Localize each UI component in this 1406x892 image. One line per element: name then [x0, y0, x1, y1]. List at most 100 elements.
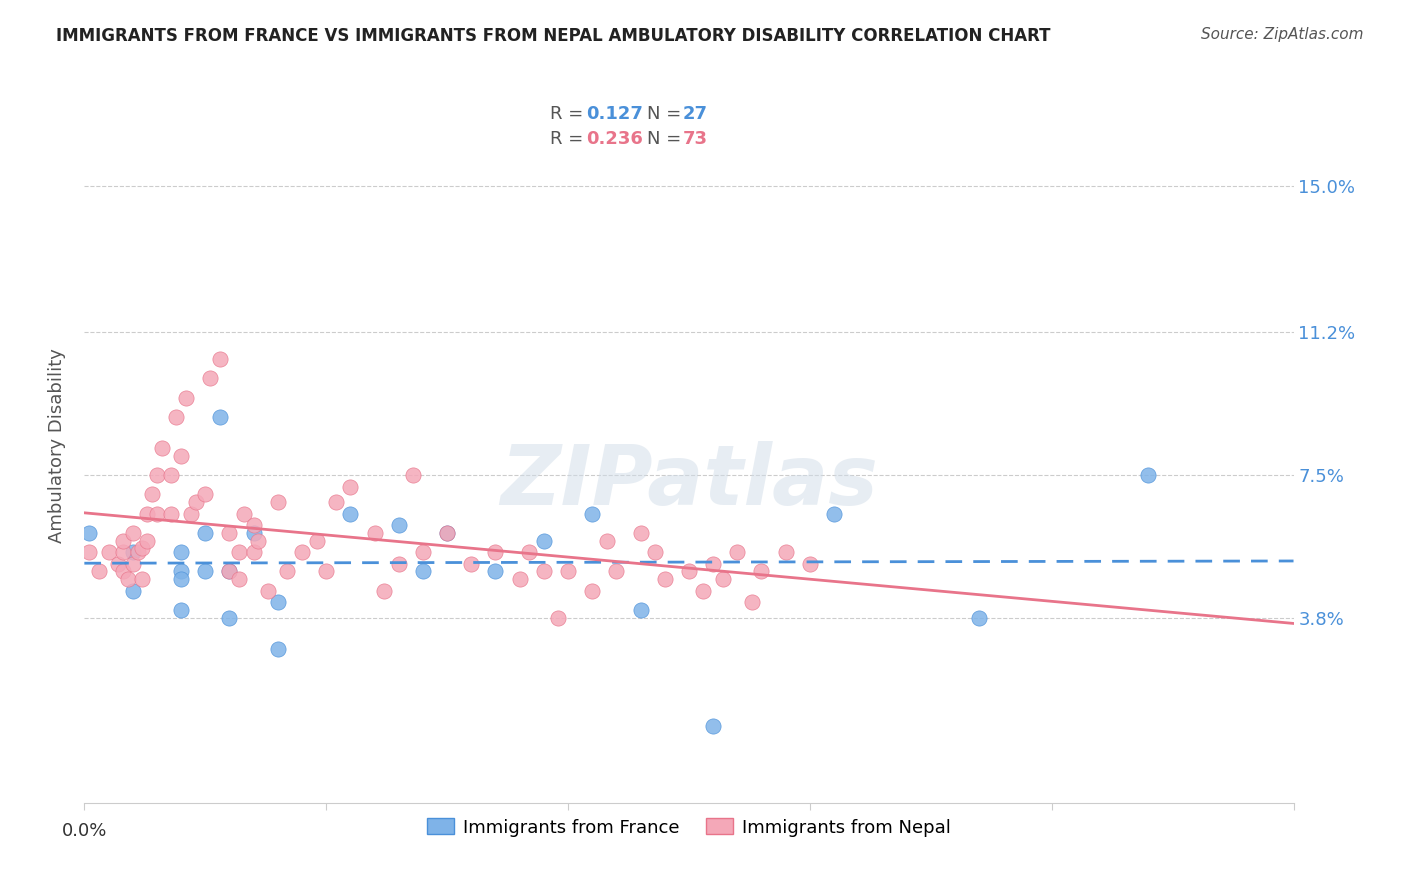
Point [630, 603, 652, 617]
Point [165, 410, 187, 425]
Point [305, 533, 328, 548]
Point [77, 525, 100, 540]
Point [131, 572, 153, 586]
Point [77, 545, 100, 559]
Point [509, 572, 531, 586]
Point [112, 565, 135, 579]
Point [174, 391, 197, 405]
Point [127, 545, 149, 559]
Point [630, 525, 652, 540]
Point [121, 557, 143, 571]
Point [412, 565, 434, 579]
Point [112, 545, 135, 559]
Point [121, 525, 143, 540]
Point [97, 545, 120, 559]
Point [702, 719, 724, 733]
Text: 0.236: 0.236 [586, 130, 643, 148]
Point [218, 525, 240, 540]
Text: 0.0%: 0.0% [62, 822, 107, 840]
Point [218, 565, 240, 579]
Point [557, 565, 579, 579]
Point [533, 565, 555, 579]
Point [460, 557, 482, 571]
Text: 73: 73 [683, 130, 707, 148]
Text: IMMIGRANTS FROM FRANCE VS IMMIGRANTS FROM NEPAL AMBULATORY DISABILITY CORRELATIO: IMMIGRANTS FROM FRANCE VS IMMIGRANTS FRO… [56, 27, 1050, 45]
Point [267, 495, 290, 509]
Point [605, 565, 627, 579]
Point [725, 545, 748, 559]
Point [170, 565, 193, 579]
Y-axis label: Ambulatory Disability: Ambulatory Disability [48, 349, 66, 543]
Point [325, 495, 347, 509]
Text: 0.127: 0.127 [586, 105, 643, 123]
Point [711, 572, 734, 586]
Point [315, 565, 337, 579]
Point [117, 572, 139, 586]
Point [121, 545, 143, 559]
Point [412, 545, 434, 559]
Point [257, 583, 280, 598]
Point [751, 565, 773, 579]
Point [823, 507, 845, 521]
Text: R =: R = [550, 105, 589, 123]
Point [596, 533, 619, 548]
Point [388, 518, 411, 533]
Point [373, 583, 395, 598]
Point [702, 557, 724, 571]
Point [267, 641, 290, 656]
Point [150, 441, 173, 455]
Text: N =: N = [647, 105, 686, 123]
Point [87, 565, 110, 579]
Point [136, 533, 159, 548]
Point [228, 572, 250, 586]
Point [339, 507, 361, 521]
Legend: Immigrants from France, Immigrants from Nepal: Immigrants from France, Immigrants from … [419, 811, 959, 844]
Point [180, 507, 202, 521]
Point [170, 572, 193, 586]
Point [194, 487, 217, 501]
Point [547, 610, 569, 624]
Point [112, 533, 135, 548]
Point [1137, 467, 1160, 482]
Point [799, 557, 821, 571]
Point [436, 525, 458, 540]
Point [692, 583, 714, 598]
Point [402, 467, 425, 482]
Point [141, 487, 163, 501]
Point [967, 610, 990, 624]
Point [160, 507, 183, 521]
Point [654, 572, 676, 586]
Point [363, 525, 385, 540]
Point [242, 525, 264, 540]
Point [146, 507, 169, 521]
Point [517, 545, 540, 559]
Point [121, 583, 143, 598]
Point [644, 545, 666, 559]
Text: R =: R = [550, 130, 589, 148]
Point [218, 565, 240, 579]
Point [131, 541, 153, 556]
Point [678, 565, 700, 579]
Text: Source: ZipAtlas.com: Source: ZipAtlas.com [1201, 27, 1364, 42]
Text: ZIPatlas: ZIPatlas [501, 442, 877, 522]
Point [170, 603, 193, 617]
Point [291, 545, 314, 559]
Point [484, 565, 506, 579]
Point [208, 352, 231, 367]
Point [247, 533, 270, 548]
Point [136, 507, 159, 521]
Point [775, 545, 797, 559]
Point [208, 410, 231, 425]
Point [267, 595, 290, 609]
Point [436, 525, 458, 540]
Point [194, 565, 217, 579]
Point [242, 518, 264, 533]
Point [218, 610, 240, 624]
Point [170, 449, 193, 463]
Point [184, 495, 207, 509]
Point [198, 371, 221, 385]
Point [107, 557, 129, 571]
Point [170, 545, 193, 559]
Text: 27: 27 [683, 105, 707, 123]
Point [581, 583, 603, 598]
